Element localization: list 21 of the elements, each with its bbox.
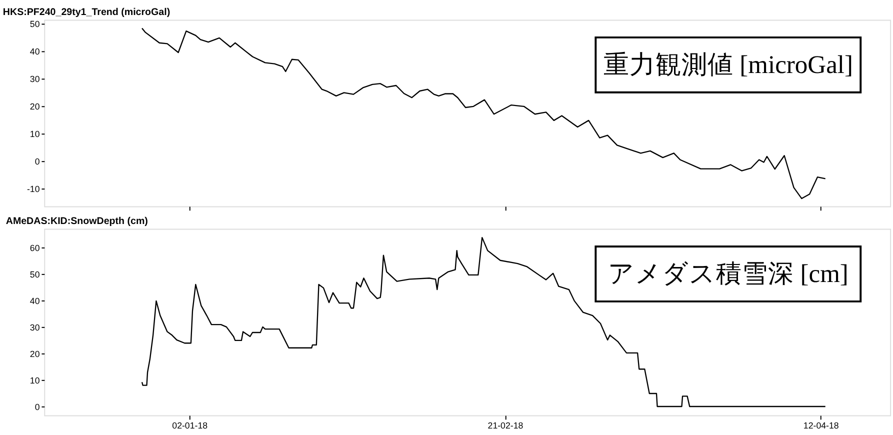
y-tick-label: 20 xyxy=(30,348,40,359)
y-tick-label: 10 xyxy=(30,375,40,386)
x-tick-label: 21-02-18 xyxy=(488,420,524,430)
y-tick-label: 40 xyxy=(30,46,40,57)
y-tick-label: 0 xyxy=(34,402,40,412)
y-tick-label: 50 xyxy=(30,269,40,280)
y-tick-label: 50 xyxy=(30,19,40,30)
x-tick-label: 02-01-18 xyxy=(172,420,208,430)
y-tick-label: 30 xyxy=(30,74,40,84)
y-tick-label: -10 xyxy=(26,184,40,194)
y-tick-label: 0 xyxy=(34,156,40,167)
y-tick-label: 40 xyxy=(30,296,40,306)
chart-title: AMeDAS:KID:SnowDepth (cm) xyxy=(6,216,148,227)
chart-title: HKS:PF240_29ty1_Trend (microGal) xyxy=(2,6,170,18)
y-tick-label: 10 xyxy=(30,129,40,140)
y-tick-label: 60 xyxy=(30,242,40,253)
annotation: 重力観測値 [microGal] xyxy=(603,50,853,79)
y-tick-label: 30 xyxy=(30,322,40,332)
y-tick-label: 20 xyxy=(30,102,40,112)
x-tick-label: 12-04-18 xyxy=(803,420,839,430)
annotation: アメダス積雪深 [cm] xyxy=(608,258,848,288)
